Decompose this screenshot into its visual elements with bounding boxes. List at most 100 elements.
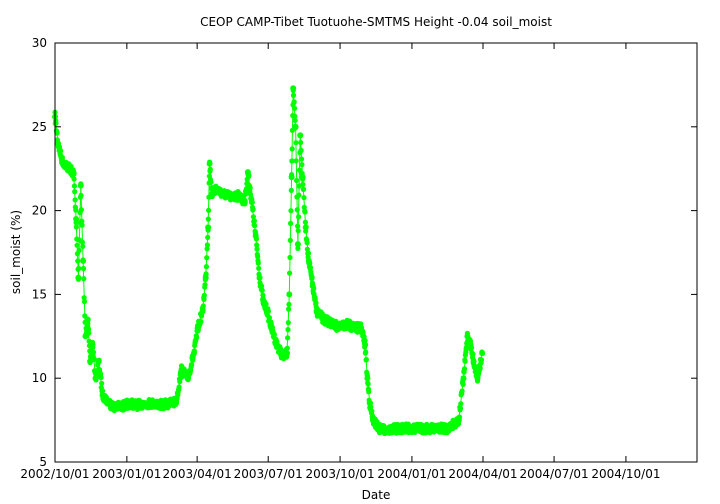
- data-point: [358, 324, 365, 331]
- x-tick-label: 2003/04/01: [163, 467, 232, 481]
- data-point: [228, 194, 235, 201]
- data-point: [252, 232, 259, 239]
- y-tick-label: 30: [32, 36, 47, 50]
- data-point: [59, 157, 65, 164]
- x-tick-label: 2004/01/01: [377, 467, 446, 481]
- chart-title: CEOP CAMP-Tibet Tuotuohe-SMTMS Height -0…: [200, 15, 552, 29]
- data-point: [220, 190, 227, 197]
- data-point: [127, 400, 133, 407]
- data-point: [194, 324, 201, 331]
- data-point: [134, 402, 141, 408]
- data-point: [199, 308, 206, 315]
- data-point: [173, 398, 180, 405]
- x-tick-label: 2004/10/01: [591, 467, 660, 481]
- data-point: [286, 291, 293, 298]
- data-point: [351, 324, 358, 331]
- data-point: [159, 402, 165, 408]
- y-tick-label: 5: [39, 455, 47, 469]
- data-point: [268, 324, 275, 331]
- data-point: [209, 190, 215, 197]
- data-point: [110, 403, 117, 410]
- data-point: [202, 274, 209, 281]
- data-point: [455, 417, 462, 424]
- data-point: [95, 358, 102, 365]
- data-point: [395, 425, 402, 432]
- data-point: [62, 162, 69, 169]
- data-point: [328, 319, 335, 326]
- data-point: [376, 425, 383, 432]
- data-point: [70, 170, 77, 177]
- data-point: [460, 375, 467, 382]
- data-point: [244, 169, 251, 176]
- x-tick-label: 2004/07/01: [519, 467, 588, 481]
- data-point: [184, 375, 191, 382]
- data-point: [470, 358, 477, 365]
- data-point: [118, 403, 125, 410]
- data-point: [464, 333, 471, 340]
- data-point-layer: [52, 85, 486, 434]
- data-point: [264, 308, 271, 315]
- data-point: [92, 375, 99, 382]
- data-point: [366, 400, 373, 407]
- data-point: [467, 341, 474, 348]
- plot-frame: [54, 42, 698, 463]
- data-point: [84, 316, 91, 323]
- data-point: [408, 425, 415, 432]
- data-point: [260, 299, 267, 306]
- data-point: [166, 400, 173, 407]
- data-point: [212, 185, 219, 192]
- data-point: [256, 274, 263, 281]
- data-point: [299, 174, 306, 181]
- data-band-layer: [52, 87, 485, 436]
- data-point: [75, 274, 82, 281]
- data-point: [292, 123, 299, 130]
- data-point: [369, 417, 376, 424]
- data-point: [55, 140, 62, 147]
- data-point: [444, 425, 451, 432]
- data-point: [302, 224, 309, 231]
- data-point: [80, 257, 87, 264]
- data-point: [105, 398, 112, 405]
- data-point: [297, 132, 304, 139]
- y-tick-label: 25: [32, 120, 47, 134]
- data-point: [89, 341, 96, 348]
- x-tick-label: 2003/07/01: [234, 467, 303, 481]
- data-point: [273, 341, 280, 348]
- data-point: [248, 199, 255, 206]
- data-point: [191, 350, 197, 357]
- data-point: [241, 199, 248, 206]
- y-tick-label: 15: [32, 287, 47, 301]
- data-point-dense: [176, 384, 182, 390]
- series-line: [54, 88, 483, 431]
- axis-ticks: 5 10 15 20 25 30 2002/10/01 2003/01/01 2003/04/0…: [20, 36, 697, 481]
- data-point-dense: [295, 245, 301, 251]
- data-point: [284, 350, 290, 357]
- data-point: [419, 425, 426, 432]
- data-point: [82, 333, 89, 340]
- data-point: [236, 192, 243, 199]
- data-point: [178, 366, 185, 373]
- data-point: [206, 160, 213, 167]
- data-point: [99, 392, 106, 398]
- data-point: [474, 375, 481, 382]
- data-point: [142, 400, 149, 407]
- data-point: [313, 308, 320, 315]
- x-axis-label: Date: [362, 488, 391, 502]
- data-point: [364, 375, 371, 382]
- data-point: [290, 85, 297, 92]
- data-point: [151, 400, 158, 407]
- data-point: [87, 358, 94, 365]
- x-tick-label: 2004/04/01: [448, 467, 517, 481]
- x-tick-label: 2003/01/01: [92, 467, 161, 481]
- y-tick-label: 10: [32, 371, 47, 385]
- data-point: [288, 174, 295, 181]
- data-point: [294, 241, 301, 248]
- data-point: [66, 165, 73, 172]
- data-point: [77, 182, 84, 189]
- data-point: [362, 341, 369, 348]
- data-point: [320, 316, 327, 323]
- x-tick-label: 2002/10/01: [20, 467, 89, 481]
- data-point: [205, 224, 212, 231]
